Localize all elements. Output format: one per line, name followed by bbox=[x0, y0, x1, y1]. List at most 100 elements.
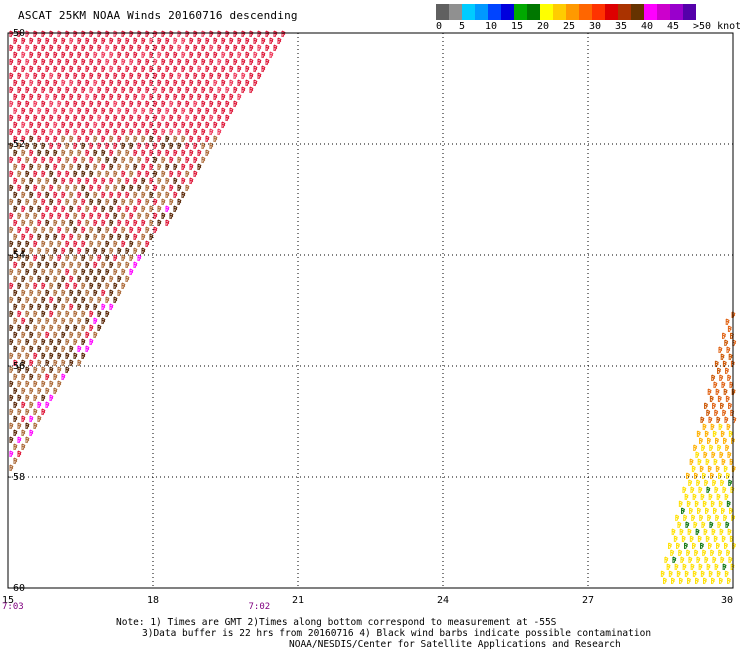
wind-barb bbox=[707, 437, 712, 445]
wind-barb bbox=[117, 247, 122, 255]
wind-barb bbox=[73, 72, 78, 80]
wind-barb bbox=[221, 79, 226, 87]
wind-barb bbox=[121, 156, 126, 164]
wind-barb bbox=[57, 254, 62, 262]
wind-barb bbox=[9, 170, 14, 178]
wind-barb bbox=[161, 128, 166, 136]
wind-barb bbox=[707, 388, 712, 396]
colorbar-label: 0 bbox=[436, 21, 443, 32]
colorbar-swatch bbox=[592, 4, 605, 20]
wind-barb bbox=[65, 72, 70, 80]
wind-barb bbox=[718, 549, 723, 557]
colorbar-label: 15 bbox=[511, 21, 524, 32]
wind-barb bbox=[29, 191, 34, 199]
wind-barb bbox=[37, 317, 42, 325]
wind-barb bbox=[209, 128, 214, 136]
wind-barb bbox=[241, 86, 246, 94]
wind-barb bbox=[716, 570, 721, 578]
wind-barb bbox=[73, 142, 78, 150]
wind-barb bbox=[173, 51, 178, 59]
wind-barb bbox=[257, 30, 262, 38]
wind-barb bbox=[73, 296, 78, 304]
colorbar-swatch bbox=[527, 4, 540, 20]
wind-barb bbox=[141, 191, 146, 199]
wind-barb bbox=[723, 465, 728, 473]
wind-barb bbox=[81, 282, 86, 290]
wind-barb bbox=[25, 310, 30, 318]
wind-barb bbox=[245, 79, 250, 87]
wind-barb bbox=[225, 86, 230, 94]
wind-barb bbox=[113, 254, 118, 262]
wind-barb bbox=[17, 366, 22, 374]
wind-barb bbox=[81, 142, 86, 150]
wind-barb bbox=[205, 51, 210, 59]
wind-barb bbox=[149, 37, 154, 45]
wind-barb bbox=[706, 409, 711, 417]
wind-barb bbox=[73, 198, 78, 206]
wind-barb bbox=[17, 324, 22, 332]
colorbar-swatch bbox=[553, 4, 566, 20]
wind-barb bbox=[77, 317, 82, 325]
wind-barb bbox=[161, 114, 166, 122]
wind-barb bbox=[705, 535, 710, 543]
wind-barb bbox=[65, 296, 70, 304]
wind-barb bbox=[711, 577, 716, 585]
wind-barb bbox=[37, 79, 42, 87]
wind-barb bbox=[213, 51, 218, 59]
wind-barb bbox=[713, 507, 718, 515]
wind-barb bbox=[13, 37, 18, 45]
wind-barb bbox=[101, 261, 106, 269]
wind-barb bbox=[41, 156, 46, 164]
wind-barb bbox=[173, 149, 178, 157]
wind-barb bbox=[41, 268, 46, 276]
wind-barb bbox=[13, 93, 18, 101]
wind-barb bbox=[77, 65, 82, 73]
wind-barb bbox=[105, 142, 110, 150]
wind-barb bbox=[205, 135, 210, 143]
wind-barb bbox=[37, 37, 42, 45]
wind-barb bbox=[113, 268, 118, 276]
wind-barb bbox=[17, 422, 22, 430]
wind-barb bbox=[173, 177, 178, 185]
wind-barb bbox=[45, 177, 50, 185]
wind-barb bbox=[121, 198, 126, 206]
wind-barb bbox=[9, 44, 14, 52]
wind-barb bbox=[61, 135, 66, 143]
wind-barb bbox=[137, 44, 142, 52]
wind-barb bbox=[161, 184, 166, 192]
wind-barb bbox=[13, 233, 18, 241]
wind-barb bbox=[17, 408, 22, 416]
wind-barb bbox=[25, 170, 30, 178]
wind-barb bbox=[711, 374, 716, 382]
wind-barb bbox=[249, 30, 254, 38]
wind-barb bbox=[9, 464, 14, 472]
wind-barb bbox=[21, 303, 26, 311]
wind-barb bbox=[37, 177, 42, 185]
wind-barb bbox=[213, 135, 218, 143]
wind-barb bbox=[189, 93, 194, 101]
wind-barb bbox=[149, 205, 154, 213]
wind-barb bbox=[21, 93, 26, 101]
wind-barb bbox=[93, 65, 98, 73]
wind-barb bbox=[21, 163, 26, 171]
wind-barb bbox=[725, 318, 730, 326]
wind-barb bbox=[109, 149, 114, 157]
wind-barb bbox=[77, 177, 82, 185]
wind-barb bbox=[668, 570, 673, 578]
wind-barb bbox=[61, 163, 66, 171]
wind-barb bbox=[101, 121, 106, 129]
wind-barb bbox=[161, 198, 166, 206]
wind-barb bbox=[157, 219, 162, 227]
wind-barb bbox=[29, 233, 34, 241]
wind-barb bbox=[185, 100, 190, 108]
wind-barb bbox=[723, 437, 728, 445]
wind-barb bbox=[720, 402, 725, 410]
wind-barb bbox=[41, 142, 46, 150]
wind-barb bbox=[241, 44, 246, 52]
wind-barb bbox=[185, 58, 190, 66]
wind-barb bbox=[137, 198, 142, 206]
wind-barb bbox=[81, 268, 86, 276]
wind-barb bbox=[145, 240, 150, 248]
wind-barb bbox=[53, 79, 58, 87]
